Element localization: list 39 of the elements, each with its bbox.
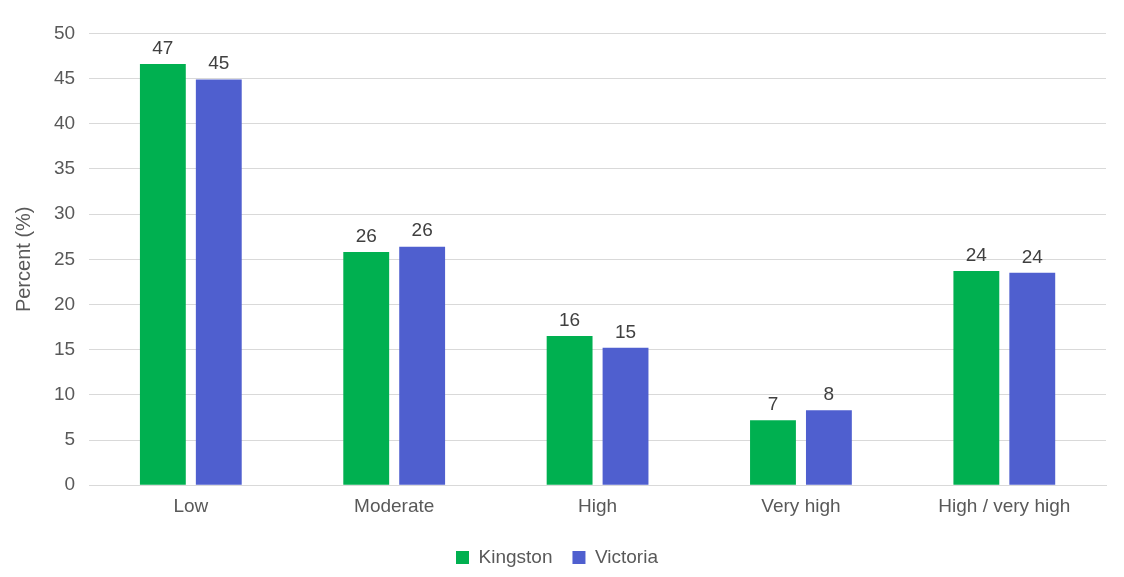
- legend-label: Victoria: [594, 545, 659, 567]
- legend-label: Kingston: [478, 545, 553, 567]
- data-label: 26: [411, 219, 433, 241]
- data-label: 24: [1021, 245, 1044, 267]
- bar: [399, 246, 446, 485]
- data-label: 45: [208, 52, 230, 74]
- data-label: 24: [965, 243, 988, 265]
- y-tick-label: 5: [64, 428, 76, 450]
- data-label: 26: [355, 224, 377, 246]
- y-axis-title: Percent (%): [11, 206, 34, 313]
- bar: [195, 79, 242, 485]
- bar: [750, 420, 796, 485]
- y-tick-label: 40: [53, 111, 76, 133]
- x-tick-label: Low: [173, 494, 209, 516]
- data-label: 16: [559, 308, 581, 330]
- bar: [343, 252, 390, 485]
- data-label: 47: [152, 36, 174, 58]
- bar: [805, 410, 852, 485]
- x-tick-label: Moderate: [354, 494, 435, 516]
- y-tick-label: 30: [53, 202, 76, 224]
- y-tick-label: 20: [53, 292, 76, 314]
- data-label: 8: [823, 382, 835, 404]
- x-tick-label: High / very high: [938, 494, 1071, 516]
- y-tick-label: 50: [53, 21, 76, 43]
- bar: [139, 64, 186, 485]
- bar: [546, 336, 593, 485]
- y-tick-label: 25: [53, 247, 76, 269]
- bar: [602, 347, 649, 485]
- bar: [1009, 272, 1056, 485]
- bar: [953, 271, 1000, 485]
- x-tick-label: Very high: [761, 494, 841, 516]
- y-tick-label: 45: [53, 66, 76, 88]
- data-label: 7: [767, 392, 779, 414]
- y-tick-label: 10: [53, 383, 76, 405]
- y-tick-label: 35: [53, 157, 76, 179]
- data-label: 15: [614, 320, 637, 342]
- y-tick-label: 15: [53, 337, 76, 359]
- x-tick-label: High: [578, 494, 618, 516]
- y-tick-label: 0: [64, 473, 76, 495]
